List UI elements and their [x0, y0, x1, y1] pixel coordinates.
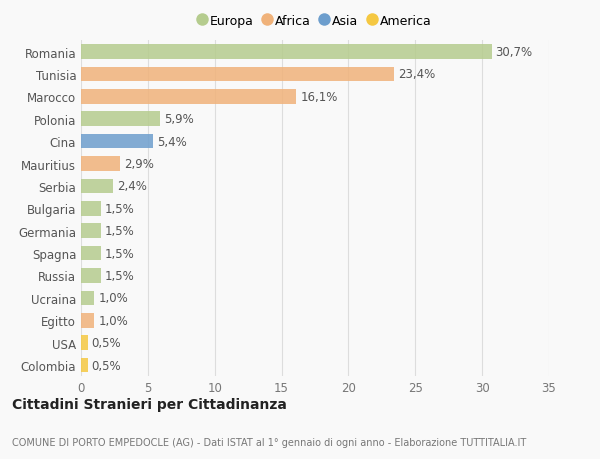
- Bar: [81, 90, 296, 104]
- Bar: [81, 134, 153, 149]
- Bar: [81, 45, 491, 60]
- Bar: [81, 336, 88, 350]
- Text: 5,9%: 5,9%: [164, 113, 194, 126]
- Text: 2,4%: 2,4%: [117, 180, 147, 193]
- Text: 1,5%: 1,5%: [105, 269, 135, 282]
- Bar: [81, 202, 101, 216]
- Text: 1,0%: 1,0%: [98, 292, 128, 305]
- Bar: [81, 358, 88, 372]
- Bar: [81, 157, 120, 171]
- Text: 0,5%: 0,5%: [92, 336, 121, 349]
- Text: 16,1%: 16,1%: [300, 91, 338, 104]
- Bar: [81, 67, 394, 82]
- Bar: [81, 224, 101, 238]
- Text: COMUNE DI PORTO EMPEDOCLE (AG) - Dati ISTAT al 1° gennaio di ogni anno - Elabora: COMUNE DI PORTO EMPEDOCLE (AG) - Dati IS…: [12, 437, 526, 447]
- Text: 1,0%: 1,0%: [98, 314, 128, 327]
- Text: 23,4%: 23,4%: [398, 68, 435, 81]
- Text: 30,7%: 30,7%: [496, 46, 533, 59]
- Text: 1,5%: 1,5%: [105, 247, 135, 260]
- Bar: [81, 313, 94, 328]
- Bar: [81, 112, 160, 127]
- Bar: [81, 269, 101, 283]
- Text: 5,4%: 5,4%: [157, 135, 187, 148]
- Bar: [81, 246, 101, 261]
- Legend: Europa, Africa, Asia, America: Europa, Africa, Asia, America: [195, 11, 435, 32]
- Bar: [81, 179, 113, 194]
- Bar: [81, 291, 94, 305]
- Text: 1,5%: 1,5%: [105, 225, 135, 238]
- Text: Cittadini Stranieri per Cittadinanza: Cittadini Stranieri per Cittadinanza: [12, 397, 287, 412]
- Text: 2,9%: 2,9%: [124, 158, 154, 171]
- Text: 1,5%: 1,5%: [105, 202, 135, 215]
- Text: 0,5%: 0,5%: [92, 359, 121, 372]
